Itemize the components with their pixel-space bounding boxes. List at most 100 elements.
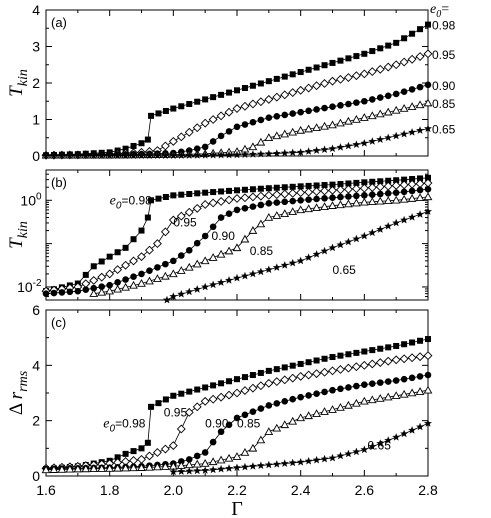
marker-circle bbox=[185, 247, 193, 254]
marker-square bbox=[305, 359, 312, 366]
marker-triangle bbox=[121, 282, 130, 291]
marker-circle bbox=[384, 190, 392, 197]
marker-circle bbox=[392, 377, 400, 384]
y-axis-label-sub: rms bbox=[16, 370, 31, 392]
y-tick-label: 0 bbox=[32, 468, 40, 484]
marker-square bbox=[401, 35, 408, 42]
marker-triangle bbox=[240, 447, 250, 456]
marker-circle bbox=[138, 270, 145, 278]
marker-diamond bbox=[160, 444, 170, 454]
marker-triangle bbox=[280, 209, 290, 217]
x-tick-label: 1.6 bbox=[36, 482, 56, 498]
marker-circle bbox=[257, 201, 265, 209]
marker-square bbox=[218, 380, 225, 387]
marker-circle bbox=[424, 81, 432, 89]
marker-square bbox=[361, 348, 368, 355]
marker-square bbox=[297, 360, 304, 367]
marker-star bbox=[73, 151, 82, 160]
marker-star bbox=[368, 442, 377, 451]
marker-diamond bbox=[160, 141, 170, 151]
y-tick-label: 4 bbox=[32, 357, 40, 373]
marker-diamond bbox=[256, 97, 266, 107]
marker-square bbox=[409, 176, 416, 183]
marker-star bbox=[328, 453, 337, 462]
marker-circle bbox=[353, 99, 360, 106]
marker-star bbox=[209, 150, 218, 159]
y-tick-label: 6 bbox=[32, 302, 40, 318]
marker-circle bbox=[193, 452, 201, 460]
marker-circle bbox=[257, 116, 265, 124]
marker-star bbox=[169, 467, 178, 476]
marker-diamond bbox=[391, 181, 401, 190]
marker-diamond bbox=[415, 352, 425, 362]
marker-star bbox=[312, 455, 321, 464]
marker-triangle bbox=[145, 276, 154, 285]
marker-diamond bbox=[121, 260, 131, 270]
marker-star bbox=[392, 218, 401, 227]
marker-square bbox=[122, 244, 129, 251]
marker-circle bbox=[146, 267, 153, 274]
marker-circle bbox=[345, 193, 352, 200]
y-axis-label-sub: kin bbox=[16, 221, 31, 238]
marker-triangle bbox=[216, 455, 226, 464]
marker-circle bbox=[265, 200, 273, 207]
marker-star bbox=[193, 466, 202, 475]
marker-circle bbox=[408, 86, 416, 93]
marker-triangle bbox=[256, 219, 266, 228]
marker-circle bbox=[361, 192, 368, 199]
marker-triangle bbox=[415, 387, 425, 395]
marker-square bbox=[353, 53, 360, 60]
marker-triangle bbox=[216, 249, 226, 258]
marker-square bbox=[281, 73, 288, 80]
marker-triangle bbox=[161, 271, 170, 280]
marker-circle bbox=[66, 288, 74, 296]
marker-circle bbox=[297, 393, 304, 401]
marker-star bbox=[97, 151, 106, 160]
marker-diamond bbox=[407, 54, 417, 64]
marker-circle bbox=[313, 106, 320, 113]
series-label: 0.90 bbox=[212, 229, 236, 243]
marker-star bbox=[416, 126, 425, 134]
marker-square bbox=[144, 439, 151, 446]
marker-diamond bbox=[407, 353, 417, 363]
marker-square bbox=[313, 357, 320, 364]
marker-diamond bbox=[192, 123, 202, 133]
marker-circle bbox=[297, 108, 304, 116]
y-tick-label: 0 bbox=[32, 148, 40, 164]
marker-circle bbox=[249, 408, 257, 415]
marker-star bbox=[392, 433, 401, 441]
marker-square bbox=[425, 336, 431, 343]
marker-circle bbox=[353, 192, 360, 200]
marker-circle bbox=[50, 289, 58, 297]
marker-circle bbox=[209, 138, 217, 145]
marker-star bbox=[320, 145, 329, 154]
series-0-65 bbox=[41, 124, 433, 160]
marker-star bbox=[272, 149, 281, 157]
marker-diamond bbox=[280, 90, 290, 100]
marker-diamond bbox=[288, 373, 298, 383]
x-axis-label: Γ bbox=[231, 498, 243, 518]
y-tick-label: 1 bbox=[32, 112, 40, 128]
marker-square bbox=[106, 253, 113, 260]
marker-triangle bbox=[423, 192, 433, 201]
marker-star bbox=[209, 280, 218, 289]
marker-diamond bbox=[89, 275, 99, 285]
marker-square bbox=[265, 185, 272, 192]
marker-square bbox=[273, 366, 280, 373]
marker-star bbox=[129, 151, 138, 160]
marker-square bbox=[144, 214, 151, 221]
marker-diamond bbox=[375, 182, 385, 192]
marker-diamond bbox=[176, 424, 186, 434]
marker-circle bbox=[313, 390, 320, 397]
marker-square bbox=[148, 403, 155, 410]
marker-diamond bbox=[328, 76, 337, 86]
y-axis-label-main: T bbox=[6, 85, 27, 97]
marker-diamond bbox=[320, 186, 329, 196]
marker-diamond bbox=[264, 190, 274, 200]
marker-triangle bbox=[208, 253, 218, 261]
marker-circle bbox=[408, 187, 416, 195]
marker-star bbox=[304, 147, 313, 155]
marker-circle bbox=[177, 252, 185, 259]
marker-square bbox=[186, 100, 193, 107]
